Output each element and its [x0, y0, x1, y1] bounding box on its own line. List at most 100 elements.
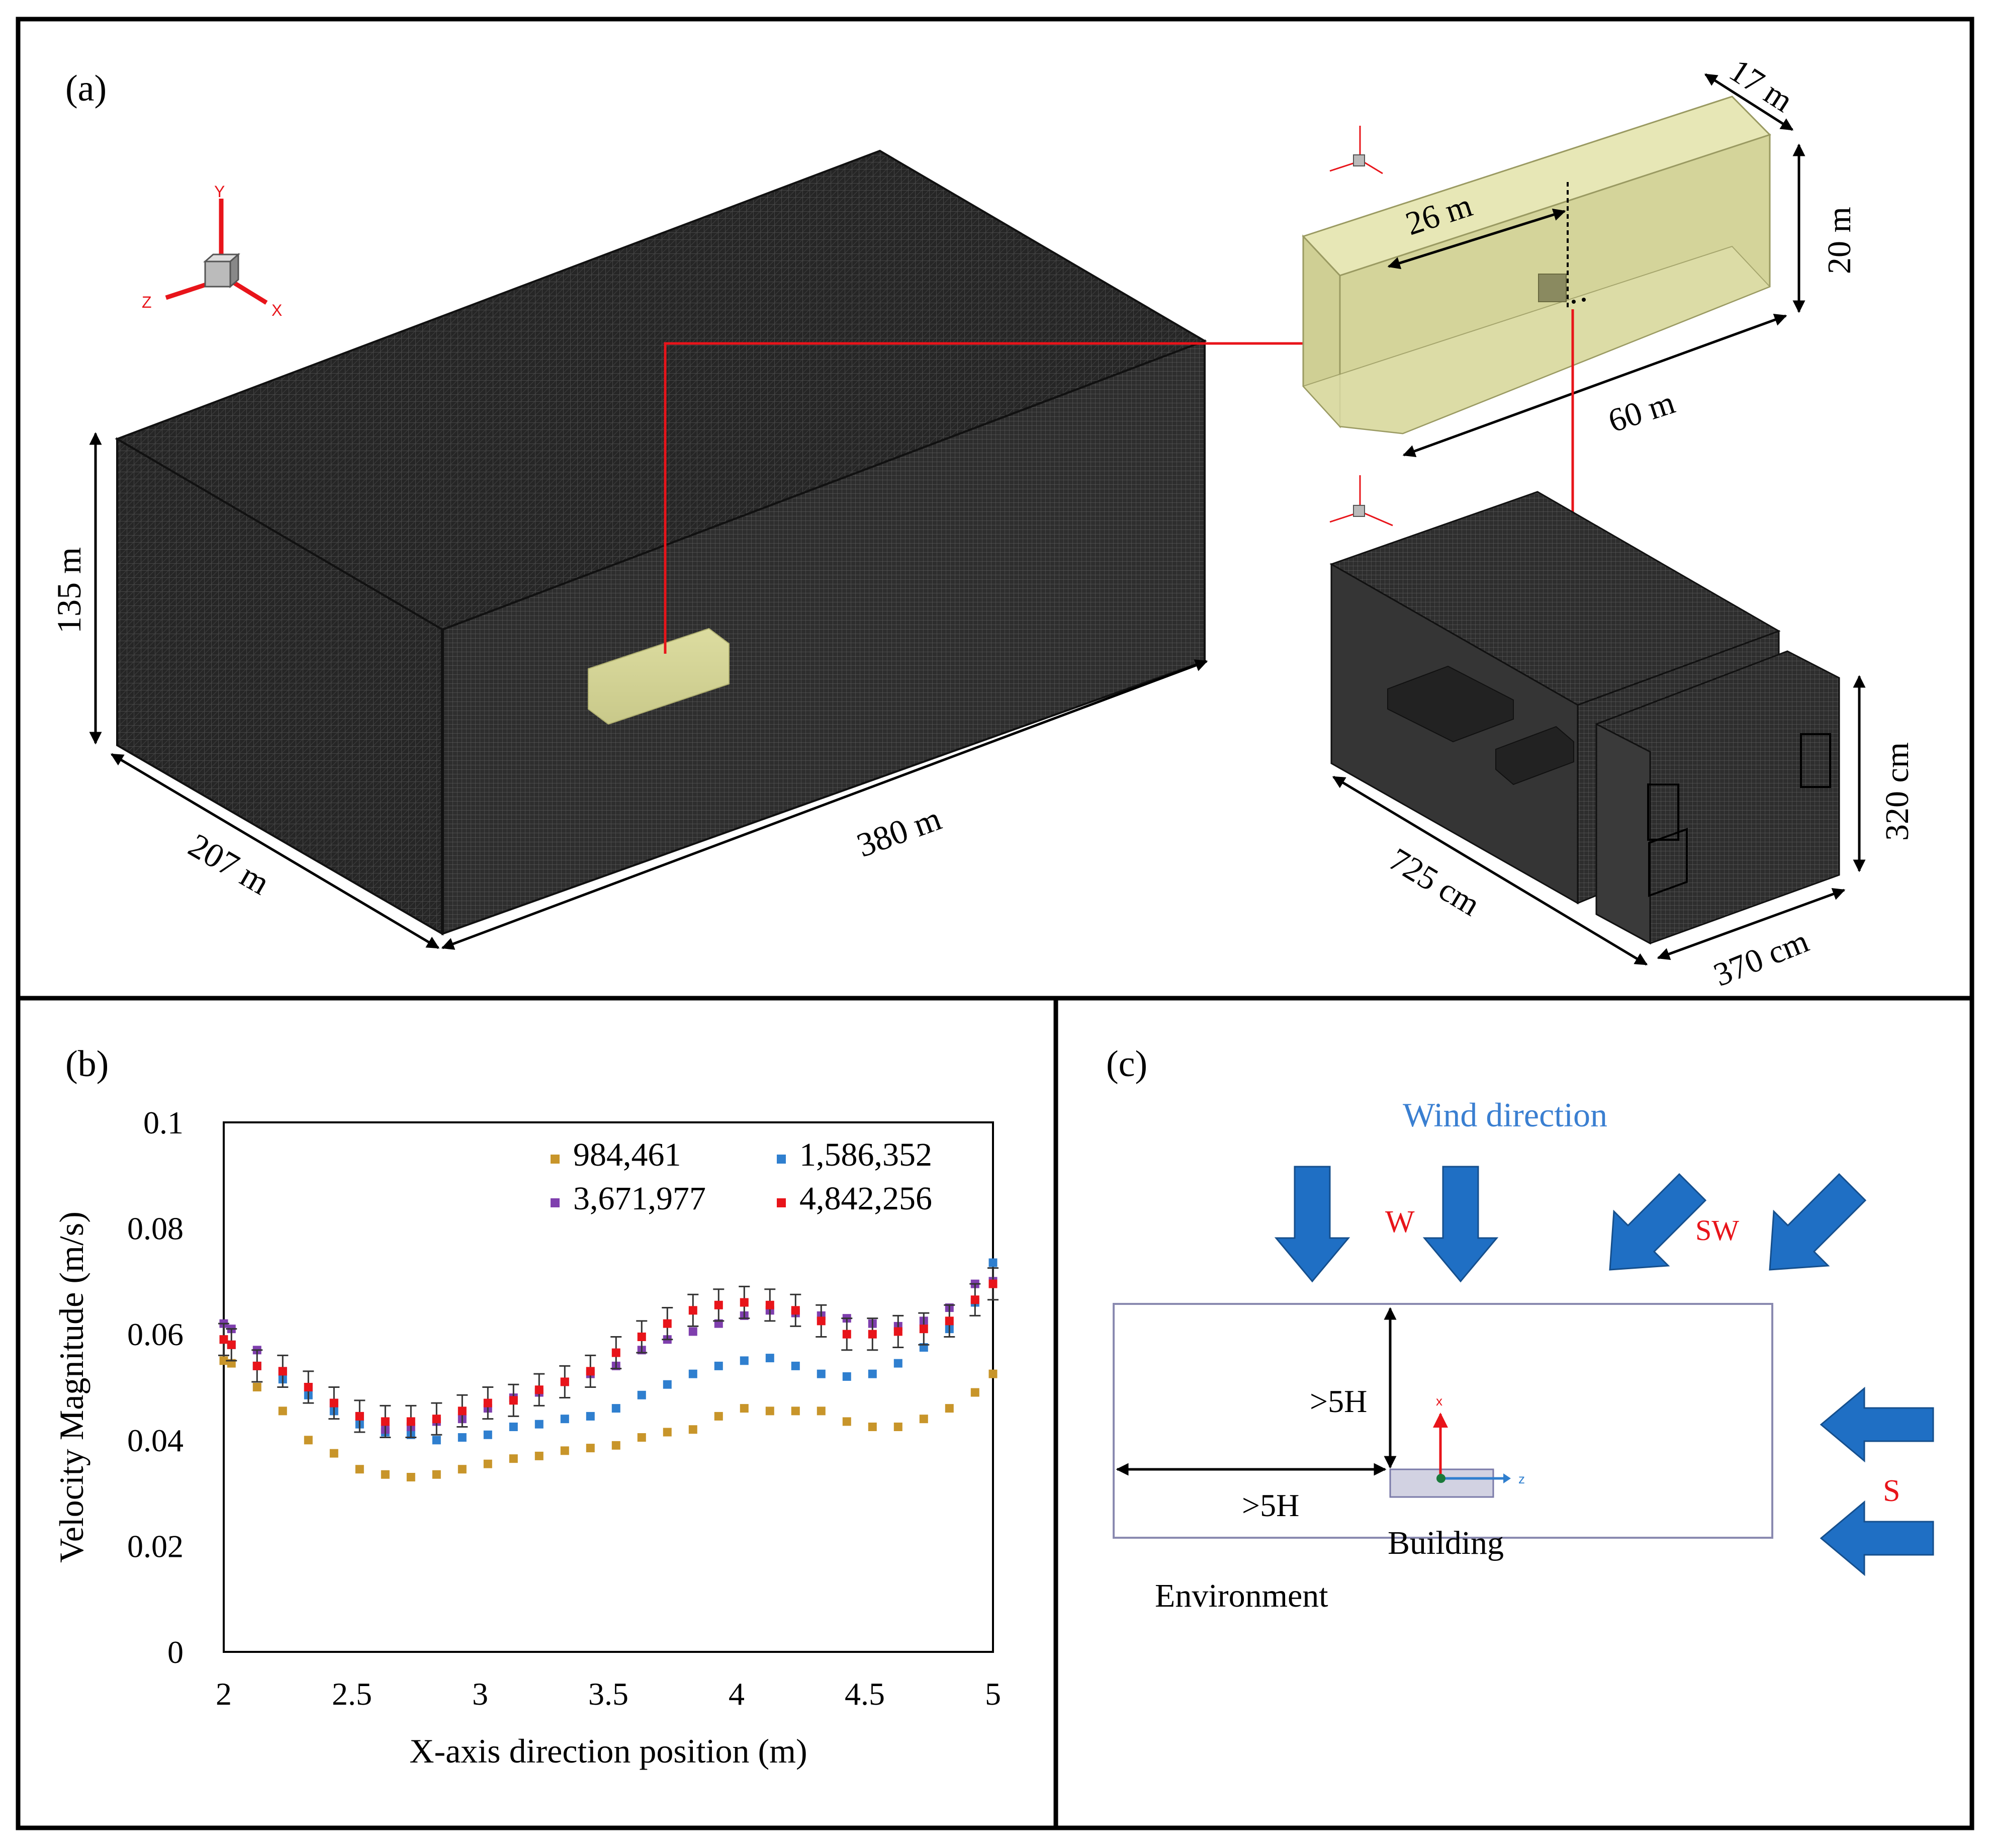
data-point-984461	[560, 1446, 569, 1455]
data-point-4842256	[432, 1415, 441, 1424]
data-point-984461	[791, 1406, 800, 1416]
x-tick-label: 4.5	[845, 1676, 885, 1712]
data-point-984461	[252, 1383, 261, 1391]
data-point-4842256	[534, 1385, 544, 1394]
data-point-4842256	[227, 1340, 236, 1349]
dim-320-label: 320 cm	[1879, 742, 1916, 841]
dim-20-label: 20 m	[1821, 207, 1858, 274]
wind-arrow-sw-1-icon	[1609, 1173, 1707, 1271]
data-point-984461	[740, 1404, 749, 1413]
data-point-1586352	[534, 1420, 544, 1429]
data-point-984461	[355, 1465, 364, 1474]
data-point-4842256	[765, 1300, 774, 1309]
dim-60-label: 60 m	[1604, 384, 1679, 439]
dim-380-label: 380 m	[852, 799, 946, 864]
data-point-1586352	[688, 1369, 697, 1378]
origin-dot	[1436, 1474, 1445, 1483]
data-point-4842256	[893, 1327, 902, 1336]
axis-z-small-label: z	[1518, 1471, 1525, 1486]
x-tick-label: 4	[729, 1676, 745, 1712]
data-point-4842256	[842, 1330, 851, 1339]
dim-135-label: 135 m	[50, 547, 88, 634]
data-point-4842256	[586, 1367, 595, 1376]
data-point-984461	[663, 1428, 672, 1437]
y-tick-label: 0.04	[127, 1423, 184, 1458]
legend-marker	[551, 1155, 560, 1164]
panel-b-label: (b)	[65, 1043, 109, 1085]
wind-label-sw: SW	[1695, 1214, 1739, 1247]
data-point-1586352	[868, 1369, 877, 1378]
data-point-4842256	[988, 1279, 998, 1288]
axis-x-label: X	[272, 301, 282, 319]
environment-label: Environment	[1155, 1577, 1328, 1614]
x-axis-label: X-axis direction position (m)	[409, 1732, 807, 1770]
dim-725-arrow	[1332, 775, 1648, 966]
dist-vertical-label: >5H	[1310, 1383, 1367, 1419]
legend-label: 984,461	[573, 1136, 681, 1173]
data-point-1586352	[714, 1361, 723, 1370]
velocity-chart: 0 0.02 0.04 0.06 0.08 0.1 2 2.5 3 3.5 4 4.5 5 X-axis …	[52, 1105, 1001, 1770]
y-tick-label: 0.08	[127, 1211, 184, 1247]
dim-26-arrow	[1387, 208, 1566, 270]
dim-380-arrow	[441, 659, 1208, 950]
data-point-4842256	[406, 1417, 415, 1426]
x-tick-label: 3	[472, 1676, 488, 1712]
data-point-1586352	[560, 1415, 569, 1424]
data-point-984461	[432, 1470, 441, 1479]
data-point-4842256	[219, 1335, 228, 1344]
data-point-984461	[765, 1406, 774, 1416]
environment-boundary	[1113, 1303, 1773, 1539]
legend-marker	[777, 1155, 786, 1164]
data-point-1586352	[765, 1354, 774, 1363]
data-point-984461	[611, 1441, 620, 1450]
panel-a-label: (a)	[65, 68, 107, 109]
data-point-4842256	[945, 1316, 954, 1326]
dist-horizontal-label: >5H	[1242, 1487, 1299, 1523]
panel-c-label: (c)	[1106, 1043, 1147, 1085]
data-point-984461	[534, 1451, 544, 1460]
data-point-984461	[406, 1473, 415, 1482]
data-point-1586352	[586, 1412, 595, 1421]
axis-y-label: Y	[214, 183, 225, 201]
legend-marker	[551, 1198, 560, 1207]
data-point-984461	[970, 1388, 979, 1397]
data-point-984461	[278, 1406, 287, 1416]
data-point-984461	[945, 1404, 954, 1413]
wind-label-w: W	[1385, 1205, 1415, 1239]
data-point-4842256	[381, 1417, 390, 1426]
data-point-984461	[842, 1417, 851, 1426]
y-tick-label: 0.06	[127, 1316, 184, 1352]
data-point-1586352	[740, 1356, 749, 1365]
data-point-1586352	[893, 1359, 902, 1368]
data-point-1586352	[509, 1422, 518, 1431]
data-point-984461	[893, 1422, 902, 1431]
wind-arrow-s-2-icon	[1820, 1500, 1934, 1576]
data-point-984461	[458, 1465, 467, 1474]
data-point-984461	[381, 1470, 390, 1479]
y-tick-label: 0	[167, 1634, 184, 1670]
legend-marker	[777, 1198, 786, 1207]
data-point-4842256	[252, 1361, 261, 1370]
y-tick-label: 0.02	[127, 1528, 184, 1564]
data-point-1586352	[988, 1258, 998, 1267]
frame-panel-c	[1053, 996, 1974, 1830]
data-point-1586352	[611, 1404, 620, 1413]
data-point-984461	[868, 1422, 877, 1431]
sub-domain-box	[1302, 96, 1771, 434]
data-point-4842256	[329, 1398, 338, 1407]
data-point-984461	[329, 1449, 338, 1458]
data-point-1586352	[791, 1361, 800, 1370]
data-point-3671977	[688, 1327, 697, 1336]
data-point-984461	[219, 1356, 228, 1365]
data-point-4842256	[970, 1295, 979, 1304]
dim-370-arrow	[1657, 888, 1846, 960]
data-point-984461	[637, 1433, 646, 1442]
wind-arrow-w-1-icon	[1274, 1166, 1350, 1283]
legend-label: 1,586,352	[799, 1136, 932, 1173]
data-point-984461	[817, 1406, 826, 1416]
wind-arrow-w-2-icon	[1422, 1166, 1499, 1283]
data-point-4842256	[791, 1306, 800, 1315]
axis-triad-small-1-icon	[1329, 126, 1383, 174]
data-point-4842256	[560, 1377, 569, 1386]
